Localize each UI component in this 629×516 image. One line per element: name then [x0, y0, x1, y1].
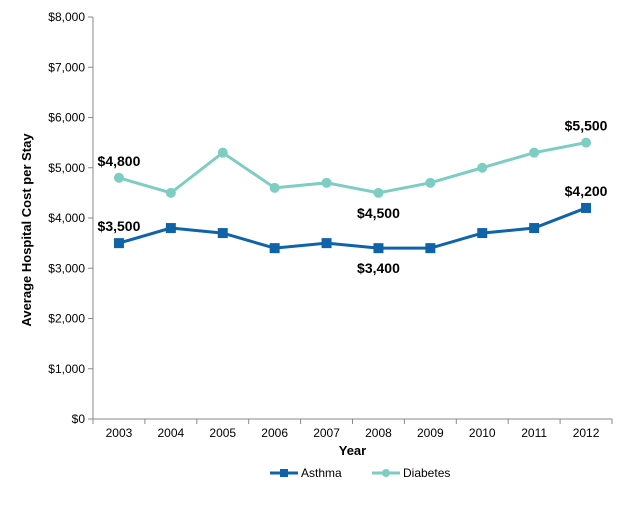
- y-axis-label: Average Hospital Cost per Stay: [19, 133, 34, 327]
- data-point-diabetes: [321, 177, 332, 188]
- data-point-asthma: [165, 223, 176, 234]
- y-tick-label: $3,000: [48, 261, 85, 275]
- series-line-diabetes: [118, 141, 587, 195]
- data-label: $4,200: [565, 183, 608, 199]
- data-label: $4,800: [98, 153, 141, 169]
- data-label: $5,500: [565, 118, 608, 134]
- x-tick-label: 2004: [157, 426, 184, 440]
- data-point-diabetes: [477, 162, 488, 173]
- data-point-asthma: [529, 223, 540, 234]
- data-point-asthma: [217, 228, 228, 239]
- data-point-diabetes: [425, 177, 436, 188]
- data-point-asthma: [373, 243, 384, 254]
- x-axis-label: Year: [339, 443, 366, 458]
- data-point-asthma: [113, 238, 124, 249]
- y-tick-label: $7,000: [48, 60, 85, 74]
- series-line-asthma: [118, 206, 587, 250]
- x-tick-label: 2008: [365, 426, 392, 440]
- data-point-asthma: [269, 243, 280, 254]
- x-tick-label: 2006: [261, 426, 288, 440]
- legend-marker: [280, 469, 288, 477]
- data-point-asthma: [581, 202, 592, 213]
- y-tick-label: $1,000: [48, 362, 85, 376]
- x-tick-label: 2003: [106, 426, 133, 440]
- legend-label-asthma: Asthma: [301, 466, 342, 480]
- y-tick-label: $4,000: [48, 211, 85, 225]
- data-label: $3,500: [98, 218, 141, 234]
- data-point-asthma: [321, 238, 332, 249]
- y-tick-label: $6,000: [48, 111, 85, 125]
- data-point-diabetes: [165, 187, 176, 198]
- y-tick-label: $0: [72, 412, 86, 426]
- data-point-diabetes: [113, 172, 124, 183]
- data-point-diabetes: [269, 182, 280, 193]
- x-tick-label: 2010: [469, 426, 496, 440]
- y-tick-label: $8,000: [48, 10, 85, 24]
- data-point-diabetes: [217, 147, 228, 158]
- y-tick-label: $5,000: [48, 161, 85, 175]
- y-tick-label: $2,000: [48, 312, 85, 326]
- legend-label-diabetes: Diabetes: [403, 466, 450, 480]
- x-tick-label: 2005: [209, 426, 236, 440]
- data-point-asthma: [477, 228, 488, 239]
- data-label: $3,400: [357, 260, 400, 276]
- data-label: $4,500: [357, 205, 400, 221]
- x-tick-label: 2009: [417, 426, 444, 440]
- x-tick-label: 2011: [521, 426, 547, 440]
- x-tick-label: 2007: [313, 426, 340, 440]
- data-point-asthma: [425, 243, 436, 254]
- x-tick-label: 2012: [573, 426, 600, 440]
- legend-marker: [382, 469, 390, 477]
- data-point-diabetes: [529, 147, 540, 158]
- data-point-diabetes: [373, 187, 384, 198]
- data-point-diabetes: [581, 137, 592, 148]
